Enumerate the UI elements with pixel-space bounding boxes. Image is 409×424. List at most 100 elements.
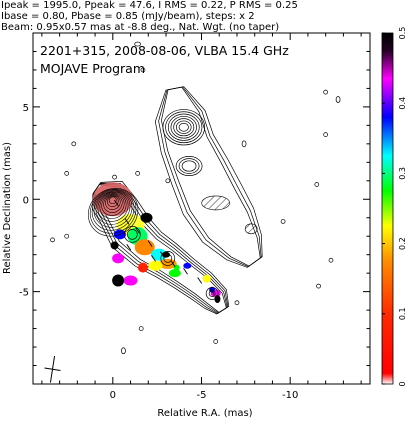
noise-contour bbox=[112, 174, 117, 180]
core-contour bbox=[109, 196, 117, 205]
plot-frame bbox=[32, 32, 371, 385]
colorbar-tick-label: 0.1 bbox=[398, 307, 407, 320]
lobe-peak-contour bbox=[165, 111, 203, 144]
header-line-3: Beam: 0.95x0.57 mas at -8.8 deg., Nat. W… bbox=[1, 22, 279, 33]
polarization-vector bbox=[183, 268, 188, 275]
lobe-contour bbox=[154, 86, 263, 268]
lobe-peak-contour bbox=[173, 118, 195, 137]
noise-contour bbox=[213, 339, 219, 344]
noise-contour bbox=[71, 141, 77, 147]
lobe-peak-contour bbox=[162, 109, 206, 146]
axis-ticks: 0 -5 -10 -5 0 5 bbox=[19, 33, 370, 401]
polarization-vector bbox=[197, 277, 203, 284]
polarization-peak bbox=[140, 212, 153, 223]
core-contour bbox=[107, 195, 119, 207]
polarization-blob bbox=[112, 253, 125, 264]
y-tick-label: 5 bbox=[23, 103, 29, 114]
polarization-vector bbox=[209, 288, 215, 295]
noise-contour bbox=[50, 237, 55, 243]
core-contour bbox=[91, 189, 135, 231]
noise-contour bbox=[241, 140, 247, 148]
y-axis-label: Relative Declination (mas) bbox=[2, 142, 13, 274]
lobe-peak-contour bbox=[176, 120, 192, 134]
polarization-vector bbox=[124, 218, 130, 225]
core-contour bbox=[88, 187, 139, 237]
core-contour bbox=[93, 190, 133, 228]
noise-contour bbox=[316, 283, 321, 289]
colorbar-tick-label: 0 bbox=[398, 381, 407, 386]
jet-knot-contour bbox=[163, 254, 173, 263]
jet-knot-contour bbox=[126, 229, 138, 240]
y-tick-label: 0 bbox=[23, 195, 29, 206]
noise-contour bbox=[165, 178, 171, 184]
polarization-peak bbox=[214, 295, 221, 304]
polarization-blob bbox=[123, 275, 138, 286]
lobe-knot-contour bbox=[175, 156, 203, 176]
polarization-vector bbox=[160, 251, 165, 258]
noise-contour bbox=[64, 233, 70, 239]
noise-contour bbox=[328, 257, 334, 263]
polarization-vector bbox=[113, 199, 119, 207]
jet-outer-contour bbox=[94, 184, 227, 313]
polarization-blob bbox=[158, 258, 177, 269]
polarization-vector bbox=[170, 260, 176, 268]
noise-contour bbox=[121, 347, 126, 355]
header-line-1: Ipeak = 1995.0, Ppeak = 47.6, I RMS = 0.… bbox=[1, 0, 298, 11]
colorbar-tick-label: 0.5 bbox=[398, 27, 407, 40]
lobe-knot-contour bbox=[178, 158, 200, 174]
polarization-blob bbox=[137, 262, 148, 273]
polarization-vector bbox=[126, 244, 132, 251]
plot-title: 2201+315, 2008-08-06, VLBA 15.4 GHz bbox=[40, 43, 289, 58]
map-layer bbox=[44, 41, 341, 383]
polarization-peak bbox=[110, 241, 119, 250]
colorbar-tick-label: 0.2 bbox=[398, 237, 407, 250]
core-contour bbox=[103, 194, 123, 213]
polarization-blob bbox=[209, 286, 216, 293]
polarization-peak bbox=[112, 274, 125, 287]
jet-knot-contour bbox=[208, 290, 216, 297]
colorbar-tick-label: 0.4 bbox=[398, 97, 407, 110]
polarization-blob bbox=[168, 269, 181, 278]
noise-contour bbox=[140, 67, 146, 73]
noise-contour bbox=[335, 96, 341, 103]
x-tick-label: -10 bbox=[282, 390, 298, 401]
polarization-blob bbox=[148, 260, 163, 271]
core-contour bbox=[105, 195, 121, 210]
noise-contour bbox=[314, 182, 320, 187]
header-line-2: Ibase = 0.80, Pbase = 0.85 (mJy/beam), s… bbox=[1, 11, 255, 22]
x-tick-label: 0 bbox=[110, 390, 116, 401]
core-contour bbox=[99, 192, 127, 219]
polarization-vector bbox=[147, 240, 153, 247]
colorbar bbox=[381, 32, 394, 385]
polarization-vector bbox=[135, 227, 141, 234]
noise-contour bbox=[134, 41, 141, 47]
polarization-blob bbox=[150, 248, 167, 261]
lobe-contour bbox=[158, 86, 262, 268]
plot-subtitle: MOJAVE Program bbox=[40, 61, 145, 76]
colorbar-ticks: 0 0.1 0.2 0.3 0.4 0.5 bbox=[382, 27, 407, 387]
polarization-blob bbox=[173, 264, 180, 271]
core-contour bbox=[95, 191, 131, 225]
core-contour bbox=[97, 191, 129, 222]
negative-contour bbox=[201, 195, 230, 211]
noise-contour bbox=[323, 132, 329, 137]
lobe-peak-contour bbox=[178, 122, 189, 132]
polarization-vector bbox=[151, 255, 156, 262]
noise-contour bbox=[234, 300, 240, 306]
jet-outer-contour bbox=[92, 182, 229, 314]
y-tick-label: -5 bbox=[19, 288, 29, 299]
lobe-knot-contour bbox=[181, 160, 197, 172]
core-contour bbox=[89, 188, 137, 234]
core-emission bbox=[92, 182, 133, 217]
negative-contour bbox=[244, 223, 258, 235]
jet-knot-contour bbox=[205, 287, 219, 300]
lobe-peak-contour bbox=[167, 113, 200, 141]
jet-knot-contour bbox=[123, 226, 141, 243]
noise-contour bbox=[280, 219, 286, 224]
lobe-peak-contour bbox=[170, 115, 197, 139]
core-contour bbox=[101, 193, 125, 216]
x-tick-label: -5 bbox=[197, 390, 207, 401]
noise-contour bbox=[138, 326, 144, 331]
polarization-blob bbox=[202, 274, 211, 283]
